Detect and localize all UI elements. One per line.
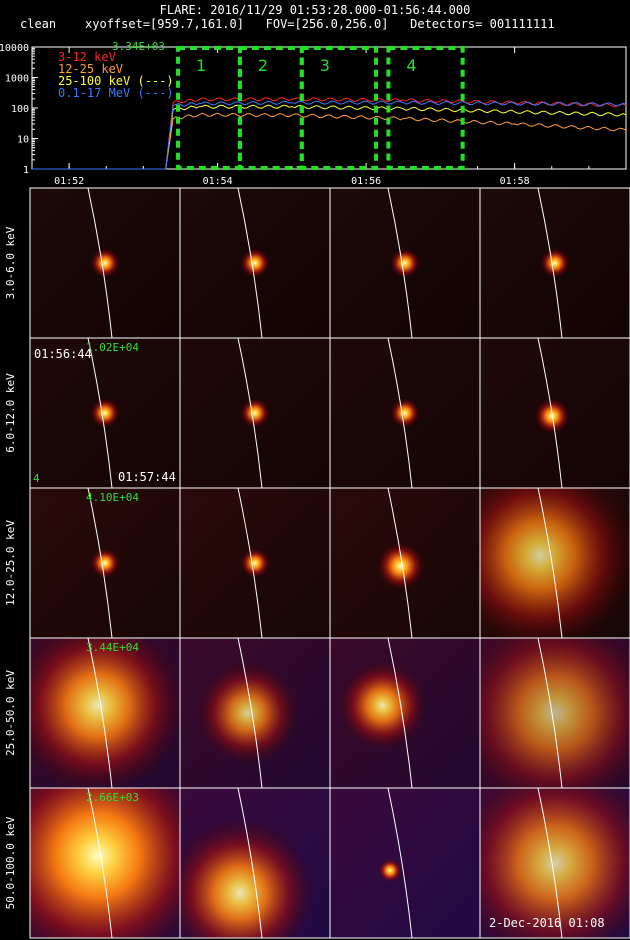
source-emission xyxy=(330,638,480,788)
source-emission xyxy=(180,788,330,938)
observation-info: clean xyoffset=[959.7,161.0] FOV=[256.0,… xyxy=(20,17,555,31)
energy-band-label: 6.0-12.0 keV xyxy=(4,373,17,453)
x-tick-label: 01:58 xyxy=(500,176,530,187)
solar-limb xyxy=(87,487,113,639)
source-emission xyxy=(480,188,630,338)
solar-limb xyxy=(387,787,413,939)
overlay-end-time: 01:57:44 xyxy=(118,470,176,484)
y-tick-label: 10 xyxy=(17,135,29,146)
overlay-start-time: 01:56:44 xyxy=(34,347,92,361)
legend-entry: 3-12 keV xyxy=(58,50,116,64)
series-line xyxy=(32,100,627,170)
y-tick-label: 1 xyxy=(23,165,29,176)
energy-band-label: 12.0-25.0 keV xyxy=(4,520,17,606)
legend-entry: 0.1-17 MeV (---) xyxy=(58,86,174,100)
energy-band-label: 3.0-6.0 keV xyxy=(4,226,17,299)
source-emission xyxy=(480,788,630,938)
source-emission xyxy=(330,488,480,638)
solar-limb xyxy=(237,487,263,639)
solar-limb xyxy=(87,787,113,939)
overlay-index: 4 xyxy=(33,472,40,485)
solar-limb xyxy=(537,337,563,489)
source-emission xyxy=(30,638,180,788)
interval-box xyxy=(299,46,379,170)
y-tick-label: 100 xyxy=(11,104,29,115)
peak-label: 3.34E+03 xyxy=(112,40,165,53)
lightcurve-plot: 1 10 100 1000 10000 01:52 01:54 01:56 01:58 1 2 3 4 3… xyxy=(0,40,627,187)
solar-limb xyxy=(537,187,563,339)
solar-limb xyxy=(87,337,113,489)
source-emission xyxy=(30,488,180,638)
source-emission xyxy=(330,338,480,488)
interval-label: 3 xyxy=(320,56,330,75)
source-emission xyxy=(480,638,630,788)
solar-limb xyxy=(237,337,263,489)
solar-limb xyxy=(537,487,563,639)
series-line xyxy=(32,104,627,170)
source-emission xyxy=(480,338,630,488)
solar-limb xyxy=(387,637,413,789)
x-tick-label: 01:54 xyxy=(203,176,233,187)
series-line xyxy=(32,112,627,170)
source-emission xyxy=(180,488,330,638)
solar-limb xyxy=(387,337,413,489)
max-intensity-label: 2.66E+03 xyxy=(86,791,139,804)
solar-limb xyxy=(387,487,413,639)
legend-entry: 12-25 keV xyxy=(58,62,123,76)
interval-label: 1 xyxy=(196,56,206,75)
interval-label: 2 xyxy=(258,56,268,75)
solar-limb xyxy=(237,187,263,339)
source-emission xyxy=(180,638,330,788)
source-emission xyxy=(30,788,180,938)
solar-limb xyxy=(87,637,113,789)
x-tick-label: 01:56 xyxy=(351,176,381,187)
y-tick-label: 10000 xyxy=(0,43,29,54)
source-emission xyxy=(180,188,330,338)
energy-band-label: 25.0-50.0 keV xyxy=(4,670,17,756)
interval-label: 4 xyxy=(406,56,416,75)
source-emission xyxy=(330,188,480,338)
source-emission xyxy=(30,338,180,488)
date-stamp: 2-Dec-2016 01:08 xyxy=(489,916,605,930)
x-tick-label: 01:52 xyxy=(54,176,84,187)
solar-limb xyxy=(237,637,263,789)
legend-entry: 25-100 keV (---) xyxy=(58,74,174,88)
max-intensity-label: 4.10E+04 xyxy=(86,491,139,504)
solar-limb xyxy=(537,787,563,939)
solar-limb xyxy=(237,787,263,939)
cell-frame xyxy=(479,787,630,939)
solar-limb xyxy=(537,637,563,789)
max-intensity-label: 3.44E+04 xyxy=(86,641,139,654)
interval-box xyxy=(386,46,465,170)
energy-band-label: 50.0-100.0 keV xyxy=(4,816,17,909)
source-emission xyxy=(480,488,630,638)
source-emission xyxy=(330,788,480,938)
max-intensity-label: 1.02E+04 xyxy=(86,341,139,354)
source-emission xyxy=(30,188,180,338)
plot-title: FLARE: 2016/11/29 01:53:28.000-01:56:44.… xyxy=(159,3,471,17)
source-emission xyxy=(180,338,330,488)
solar-limb xyxy=(387,187,413,339)
y-tick-label: 1000 xyxy=(5,74,29,85)
solar-limb xyxy=(87,187,113,339)
